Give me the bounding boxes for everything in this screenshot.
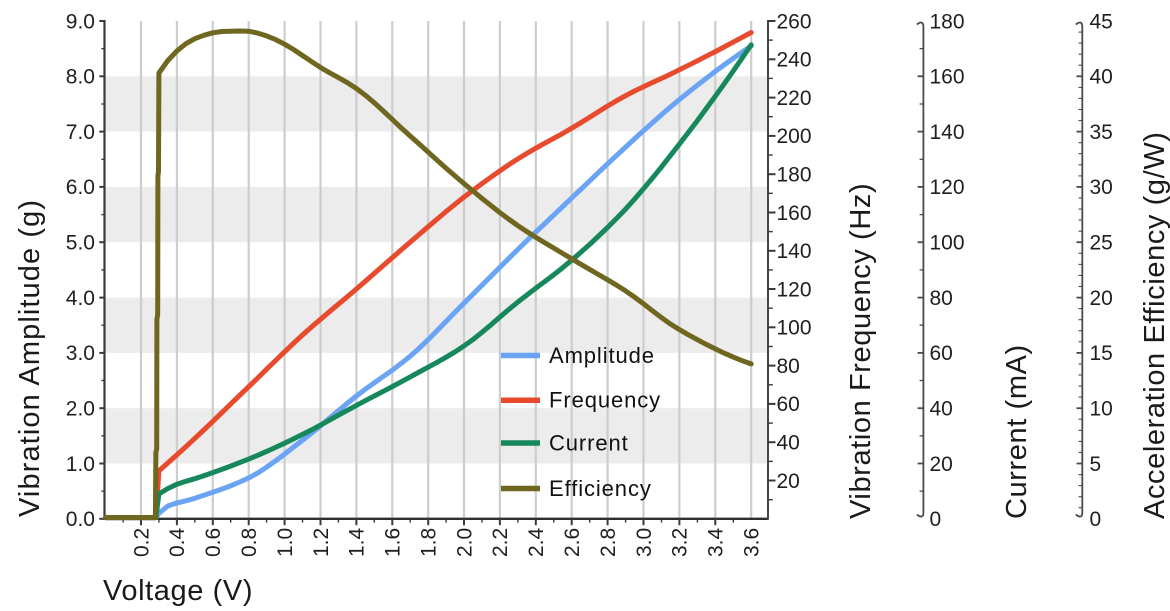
svg-text:0.8: 0.8 xyxy=(238,528,261,557)
svg-text:4.0: 4.0 xyxy=(66,287,95,310)
svg-text:20: 20 xyxy=(930,453,953,476)
svg-text:Amplitude: Amplitude xyxy=(549,343,655,368)
svg-text:40: 40 xyxy=(1090,66,1113,89)
svg-text:100: 100 xyxy=(930,232,965,255)
svg-text:Efficiency: Efficiency xyxy=(549,476,652,501)
svg-text:80: 80 xyxy=(930,287,953,310)
svg-text:2.4: 2.4 xyxy=(525,527,548,557)
svg-text:2.8: 2.8 xyxy=(597,528,620,557)
svg-text:15: 15 xyxy=(1090,342,1113,365)
svg-text:180: 180 xyxy=(777,164,812,187)
svg-text:20: 20 xyxy=(1090,287,1113,310)
svg-text:5: 5 xyxy=(1090,453,1102,476)
svg-text:Vibration Frequency (Hz): Vibration Frequency (Hz) xyxy=(845,183,877,519)
svg-text:6.0: 6.0 xyxy=(66,176,95,199)
svg-text:1.0: 1.0 xyxy=(274,528,297,557)
svg-text:3.0: 3.0 xyxy=(633,528,656,557)
svg-text:0.0: 0.0 xyxy=(66,508,95,531)
svg-text:80: 80 xyxy=(777,355,800,378)
svg-text:3.2: 3.2 xyxy=(669,528,692,557)
svg-text:Frequency: Frequency xyxy=(549,388,661,413)
svg-text:140: 140 xyxy=(930,121,965,144)
svg-text:60: 60 xyxy=(930,342,953,365)
svg-text:0: 0 xyxy=(930,508,942,531)
svg-text:25: 25 xyxy=(1090,232,1113,255)
svg-text:1.8: 1.8 xyxy=(418,528,441,557)
svg-text:2.0: 2.0 xyxy=(453,528,476,557)
svg-text:1.6: 1.6 xyxy=(382,528,405,557)
svg-text:Current (mA): Current (mA) xyxy=(1001,344,1033,519)
svg-text:120: 120 xyxy=(777,278,812,301)
svg-text:140: 140 xyxy=(777,240,812,263)
svg-text:2.0: 2.0 xyxy=(66,398,95,421)
svg-text:240: 240 xyxy=(777,49,812,72)
svg-text:5.0: 5.0 xyxy=(66,232,95,255)
svg-text:200: 200 xyxy=(777,125,812,148)
svg-text:Current: Current xyxy=(549,431,629,456)
svg-text:7.0: 7.0 xyxy=(66,121,95,144)
svg-text:160: 160 xyxy=(777,202,812,225)
svg-text:0: 0 xyxy=(1090,508,1102,531)
svg-text:1.0: 1.0 xyxy=(66,453,95,476)
svg-text:260: 260 xyxy=(777,10,812,33)
svg-text:1.2: 1.2 xyxy=(310,528,333,557)
svg-text:8.0: 8.0 xyxy=(66,66,95,89)
svg-text:40: 40 xyxy=(777,432,800,455)
svg-text:Voltage (V): Voltage (V) xyxy=(103,575,253,606)
svg-text:160: 160 xyxy=(930,66,965,89)
svg-text:120: 120 xyxy=(930,176,965,199)
svg-text:180: 180 xyxy=(930,10,965,33)
svg-text:40: 40 xyxy=(930,398,953,421)
svg-text:45: 45 xyxy=(1090,10,1113,33)
svg-text:30: 30 xyxy=(1090,176,1113,199)
svg-text:3.4: 3.4 xyxy=(705,527,728,557)
svg-text:220: 220 xyxy=(777,87,812,110)
svg-text:35: 35 xyxy=(1090,121,1113,144)
svg-text:0.4: 0.4 xyxy=(166,527,189,557)
svg-text:0.6: 0.6 xyxy=(202,528,225,557)
svg-text:9.0: 9.0 xyxy=(66,10,95,33)
svg-text:0.2: 0.2 xyxy=(130,528,153,557)
svg-text:2.2: 2.2 xyxy=(489,528,512,557)
svg-text:1.4: 1.4 xyxy=(346,527,369,557)
svg-text:100: 100 xyxy=(777,317,812,340)
svg-text:2.6: 2.6 xyxy=(561,528,584,557)
svg-text:20: 20 xyxy=(777,470,800,493)
svg-text:3.6: 3.6 xyxy=(741,528,764,557)
svg-text:3.0: 3.0 xyxy=(66,342,95,365)
svg-text:60: 60 xyxy=(777,393,800,416)
svg-text:Vibration Amplitude (g): Vibration Amplitude (g) xyxy=(14,199,46,517)
svg-text:Acceleration Efficiency (g/W): Acceleration Efficiency (g/W) xyxy=(1139,131,1170,519)
svg-text:10: 10 xyxy=(1090,398,1113,421)
